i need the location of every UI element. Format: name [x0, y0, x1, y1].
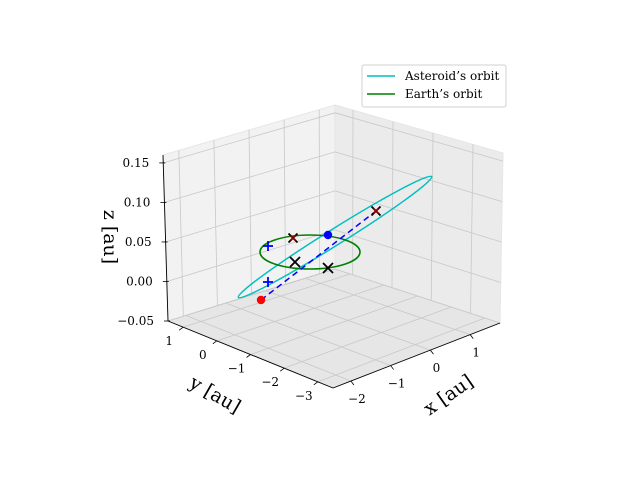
dark-red-x-marker	[372, 207, 380, 215]
grid-line	[334, 112, 503, 162]
z-tick-label: 0.15	[123, 156, 150, 170]
tick-marks	[159, 162, 474, 386]
grid-line	[248, 129, 252, 296]
grid-line	[430, 132, 434, 301]
y-tick	[212, 340, 218, 345]
grid-line	[284, 306, 452, 369]
black-x-marker	[289, 256, 301, 268]
black-x-marker-b	[289, 256, 301, 268]
black-x-marker	[322, 262, 334, 274]
blue-plus-marker	[263, 241, 273, 251]
y-tick	[313, 381, 319, 386]
grid-line	[178, 150, 184, 317]
grid-line	[317, 317, 485, 383]
dashed-trajectory-line	[260, 210, 377, 301]
legend-label-earth: Earth’s orbit	[405, 87, 482, 101]
data-series	[237, 175, 433, 301]
red-dot-marker	[256, 295, 266, 305]
y-tick-label: −1	[228, 362, 246, 376]
grid-line	[283, 119, 286, 285]
grid-line	[250, 295, 418, 355]
asteroid-orbit-line	[237, 175, 433, 299]
grid-line	[334, 151, 503, 202]
x-tick	[390, 365, 394, 370]
z-tick-label: 0.00	[126, 274, 153, 288]
x-tick	[430, 349, 434, 355]
x-axis-label: x [au]	[420, 370, 478, 420]
dark-red-x-marker-b	[289, 234, 297, 242]
z-tick-label: 0.10	[124, 195, 151, 209]
x-tick-label: 0	[433, 361, 441, 375]
dark-red-x-marker-b	[372, 207, 380, 215]
x-tick	[350, 380, 355, 386]
y-tick-label: −2	[261, 375, 279, 389]
x-tick-label: 1	[472, 346, 480, 360]
black-x-marker-b	[322, 262, 334, 274]
grid-line	[319, 268, 336, 275]
grid-line	[213, 140, 218, 306]
grid-line	[216, 284, 384, 342]
grid-line	[183, 273, 351, 328]
y-tick-label: −3	[295, 389, 313, 403]
z-tick-label: −0.05	[117, 314, 154, 328]
y-tick-label: 1	[165, 334, 173, 348]
blue-plus-marker	[263, 277, 273, 287]
y-axis-label: y [au]	[185, 371, 245, 418]
x-axis-line	[332, 322, 501, 389]
y-tick	[279, 367, 285, 372]
y-tick	[178, 326, 184, 331]
marker-points	[256, 205, 382, 305]
x-tick-label: −1	[388, 377, 406, 391]
grid-line	[391, 121, 394, 288]
earth-orbit-line	[259, 234, 361, 270]
tick-labels: −0.05 0.00 0.05 0.10 0.15 −2 −1 0 1 1 0 −1 −2 −3	[117, 156, 480, 406]
z-tick-label: 0.05	[125, 235, 152, 249]
dark-red-x-marker	[289, 234, 297, 242]
blue-dot-marker	[323, 230, 333, 240]
legend: Asteroid’s orbit Earth’s orbit	[361, 64, 507, 108]
x-tick-label: −2	[348, 392, 366, 406]
z-axis-label: z [au]	[99, 210, 121, 264]
grid-line	[334, 190, 502, 243]
legend-label-asteroid: Asteroid’s orbit	[404, 69, 499, 83]
grid-lines	[163, 109, 503, 383]
z-axis-line	[162, 154, 169, 322]
grid-line	[334, 229, 501, 283]
y-tick	[246, 354, 251, 358]
grid-line	[470, 144, 474, 314]
legend-box	[361, 64, 507, 108]
y-tick-label: 0	[199, 348, 207, 362]
x-tick	[469, 334, 474, 339]
